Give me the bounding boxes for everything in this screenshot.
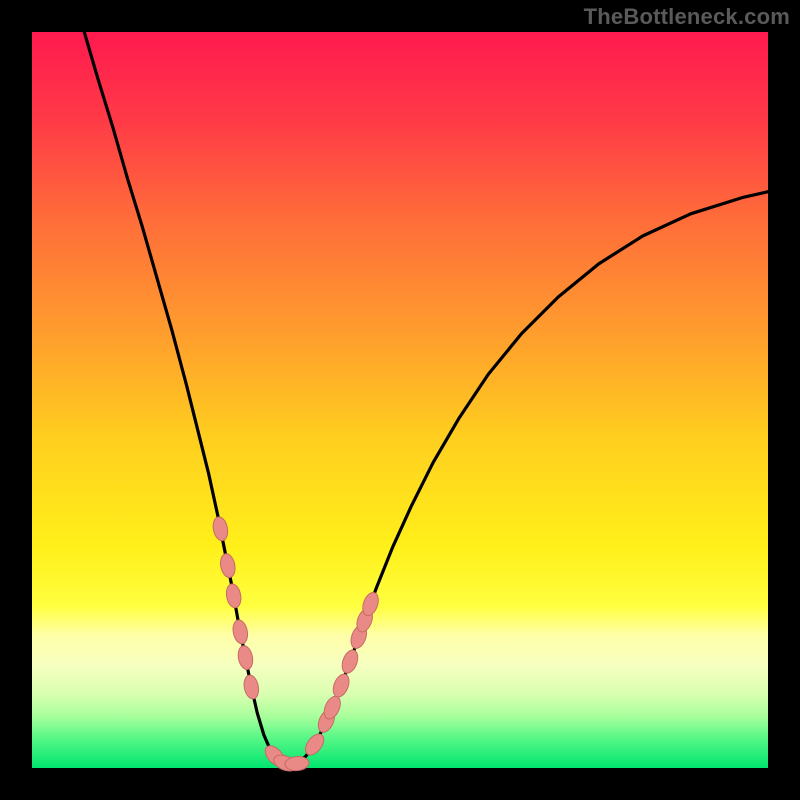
marker (330, 672, 352, 699)
marker (211, 516, 229, 542)
marker (236, 644, 254, 670)
curve-path (84, 32, 768, 764)
marker (219, 552, 237, 578)
marker (242, 674, 260, 700)
marker (231, 619, 249, 645)
curve-layer (32, 32, 768, 768)
watermark-text: TheBottleneck.com (584, 4, 790, 30)
marker (225, 583, 243, 609)
plot-area (32, 32, 768, 768)
marker (339, 648, 360, 675)
markers-group (211, 516, 381, 775)
